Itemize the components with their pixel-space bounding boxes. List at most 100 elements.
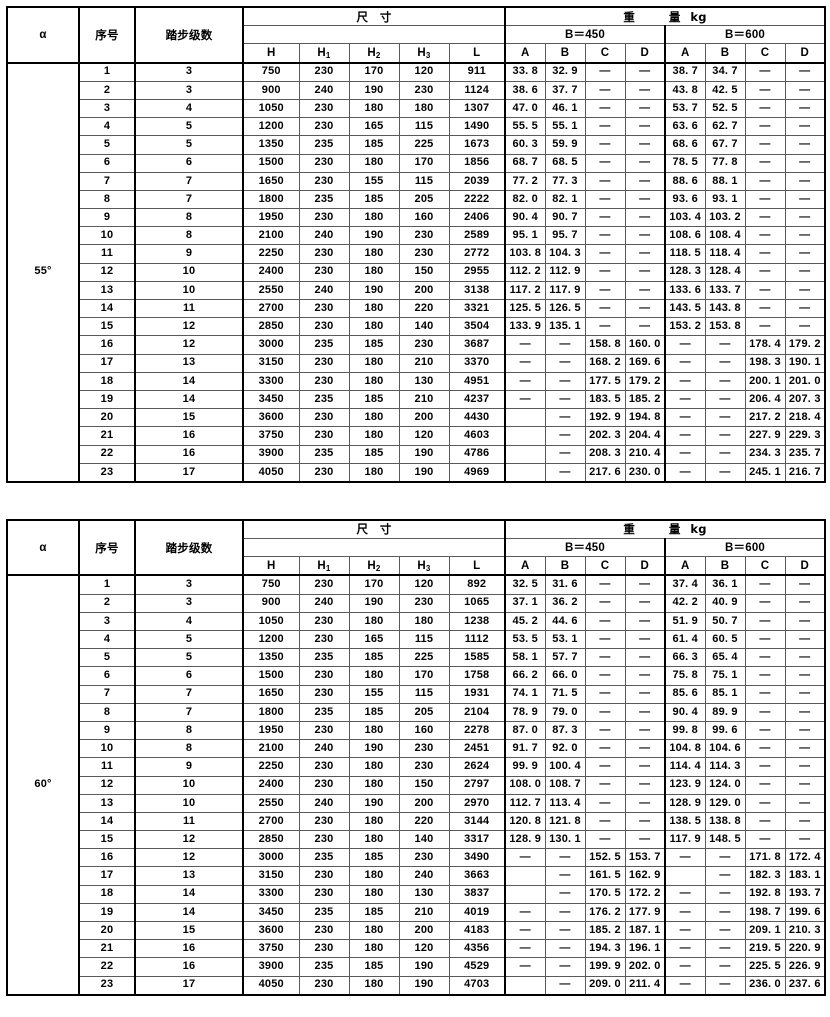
cell-h1: 230 <box>298 611 350 632</box>
cell-h1: 230 <box>298 574 350 595</box>
cell-h2: 185 <box>348 648 400 668</box>
table-row: 17 13 3150 230 180 210 3370— —168. 2 169. 6— —198… <box>7 353 826 373</box>
cell-h2: 165 <box>348 117 400 137</box>
cell-weight-b600-b: 67. 7 <box>704 135 746 155</box>
cell-weight-b450-b: 55. 1 <box>544 117 586 137</box>
cell-weight-b600-a: 133. 6 <box>664 280 706 301</box>
weight-label-part1: 重 <box>623 9 635 24</box>
cell-l: 3370 <box>448 353 506 373</box>
cell-weight-b450-a: 99. 9 <box>504 757 546 777</box>
cell-weight-b600-b: 103. 2 <box>704 208 746 228</box>
cell-steps: 7 <box>134 189 244 210</box>
cell-index: 15 <box>78 830 136 850</box>
cell-h1: 230 <box>298 353 350 373</box>
cell-weight-b600-c: — <box>744 189 786 210</box>
cell-weight-b450-c: — <box>584 702 626 722</box>
cell-h1: 235 <box>298 389 350 410</box>
cell-h2: 180 <box>348 317 400 337</box>
cell-index: 11 <box>78 244 136 264</box>
angle-value: 60° <box>34 778 52 791</box>
cell-h3: 200 <box>398 280 450 301</box>
cell-h3: 170 <box>398 153 450 173</box>
cell-h1: 235 <box>298 957 350 977</box>
cell-weight-b600-c: 234. 3 <box>744 444 786 464</box>
cell-h: 4050 <box>242 975 300 996</box>
cell-l: 1112 <box>448 629 506 650</box>
cell-weight-b450-d: 169. 6 <box>624 353 666 373</box>
cell-h: 3150 <box>242 353 300 373</box>
cell-h2: 180 <box>348 884 400 904</box>
cell-l: 1065 <box>448 593 506 613</box>
cell-weight-b450-a: — <box>504 848 546 868</box>
cell-weight-b450-d: — <box>624 62 666 82</box>
cell-weight-b450-c: — <box>584 593 626 613</box>
cell-h1: 235 <box>298 702 350 722</box>
table-row: 3 4 1050 230 180 180 1307 47. 0 46. 1— —53. 7 52. … <box>7 98 826 119</box>
cell-h: 3000 <box>242 848 300 868</box>
cell-weight-b450-a: 117. 2 <box>504 280 546 301</box>
table-row: 20 15 3600 230 180 200 4183— —185. 2 187. 1— —209… <box>7 920 826 941</box>
cell-weight-b450-a: 68. 7 <box>504 153 546 173</box>
dimension-spacer-cell <box>242 25 506 44</box>
cell-weight-b600-b: 138. 8 <box>704 811 746 832</box>
cell-h2: 180 <box>348 244 400 264</box>
cell-weight-b450-c: — <box>584 684 626 704</box>
cell-weight-b450-d: — <box>624 226 666 246</box>
cell-index: 6 <box>78 153 136 173</box>
cell-h3: 230 <box>398 739 450 759</box>
cell-weight-b450-c: 202. 3 <box>584 426 626 446</box>
cell-weight-b450-b: 90. 7 <box>544 208 586 228</box>
cell-l: 4786 <box>448 444 506 464</box>
cell-h3: 130 <box>398 371 450 391</box>
cell-weight-b600-c: — <box>744 574 786 595</box>
cell-weight-b600-c: 178. 4 <box>744 335 786 355</box>
cell-steps: 3 <box>134 80 244 100</box>
cell-weight-b450-c: — <box>584 811 626 832</box>
column-header-h2: H2 <box>348 43 400 64</box>
cell-weight-b600-b: — <box>704 939 746 959</box>
cell-weight-b600-b: 62. 7 <box>704 117 746 137</box>
cell-weight-b600-c: — <box>744 80 786 100</box>
cell-weight-b600-c: 225. 5 <box>744 957 786 977</box>
cell-weight-b600-a: 117. 9 <box>664 830 706 850</box>
cell-weight-b450-b: 117. 9 <box>544 280 586 301</box>
cell-l: 3504 <box>448 317 506 337</box>
cell-weight-b450-a: 53. 5 <box>504 629 546 650</box>
cell-weight-b450-b: 126. 5 <box>544 298 586 319</box>
cell-weight-b450-c: — <box>584 135 626 155</box>
cell-h3: 115 <box>398 629 450 650</box>
cell-steps: 17 <box>134 462 244 483</box>
column-header-h: H <box>242 556 300 576</box>
cell-weight-b600-d: — <box>784 171 826 191</box>
table-row: 4 5 1200 230 165 115 1490 55. 5 55. 1— —63. 6 62. … <box>7 117 826 137</box>
cell-weight-b600-c: 198. 7 <box>744 902 786 923</box>
cell-steps: 13 <box>134 353 244 373</box>
cell-weight-b600-a: 118. 5 <box>664 244 706 264</box>
cell-weight-b450-b: — <box>544 848 586 868</box>
column-header-weight-group: 重 量 kg <box>504 6 826 27</box>
cell-h1: 230 <box>298 298 350 319</box>
cell-weight-b600-c: — <box>744 830 786 850</box>
cell-weight-b450-b: 95. 7 <box>544 226 586 246</box>
cell-weight-b600-c: 182. 3 <box>744 866 786 886</box>
cell-h2: 190 <box>348 226 400 246</box>
weight-unit-label: kg <box>690 522 707 537</box>
cell-h2: 180 <box>348 720 400 741</box>
cell-h2: 155 <box>348 684 400 704</box>
cell-weight-b450-c: — <box>584 739 626 759</box>
table-row: 4 5 1200 230 165 115 1112 53. 5 53. 1— —61. 4 60. … <box>7 629 826 650</box>
column-header-alpha: α <box>6 519 80 576</box>
cell-index: 7 <box>78 171 136 191</box>
cell-weight-b600-d: — <box>784 80 826 100</box>
cell-h3: 130 <box>398 884 450 904</box>
cell-h1: 230 <box>298 317 350 337</box>
cell-h3: 120 <box>398 939 450 959</box>
cell-weight-b600-c: — <box>744 593 786 613</box>
cell-weight-b450-c: 183. 5 <box>584 389 626 410</box>
cell-l: 4430 <box>448 408 506 428</box>
cell-l: 4969 <box>448 462 506 483</box>
cell-weight-b450-c: — <box>584 226 626 246</box>
cell-index: 9 <box>78 208 136 228</box>
cell-weight-b600-d: 193. 7 <box>784 884 826 904</box>
cell-weight-b600-a: 128. 3 <box>664 262 706 282</box>
